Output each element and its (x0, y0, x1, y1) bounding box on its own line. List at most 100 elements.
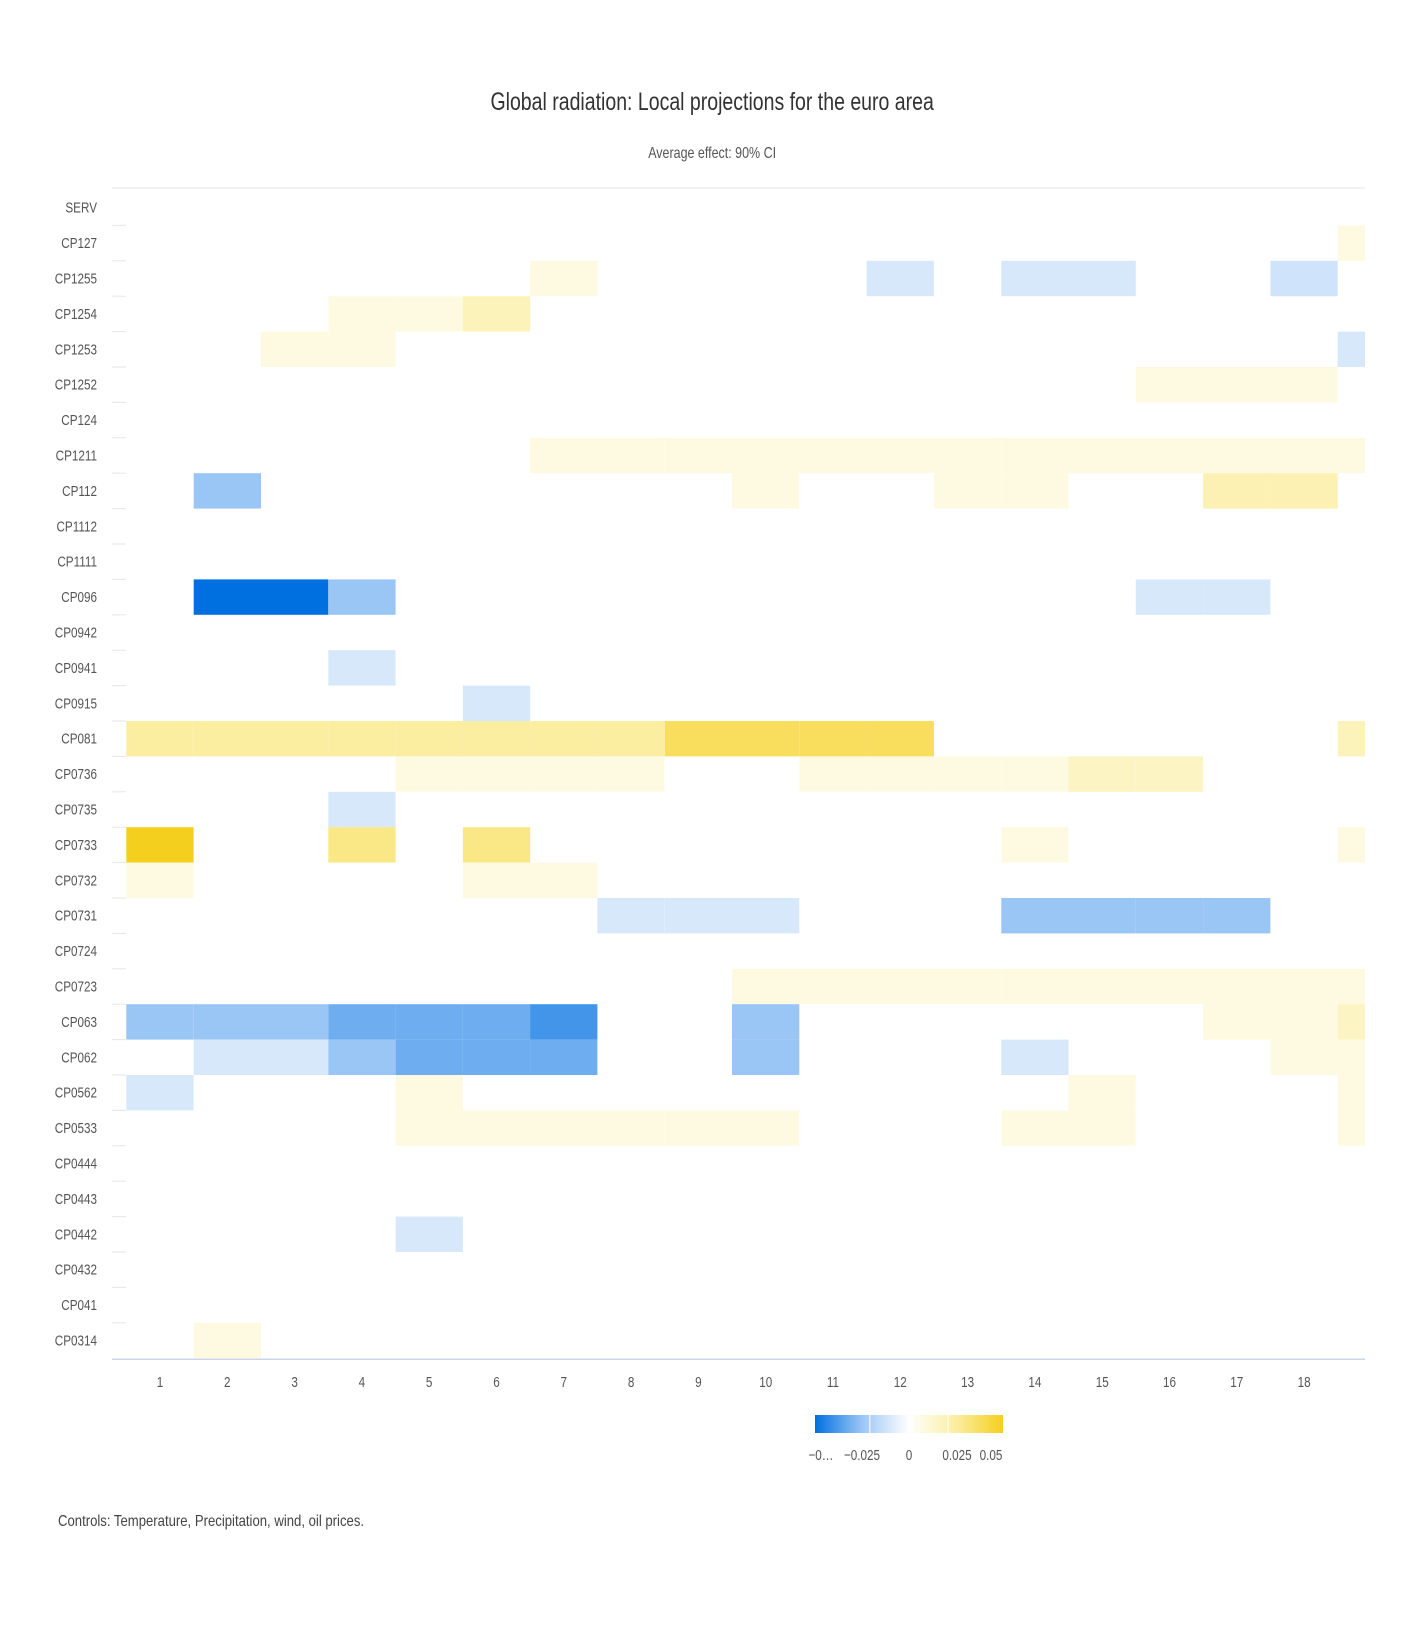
heatmap-cell (732, 1110, 800, 1146)
heatmap-cell (1337, 1110, 1365, 1146)
y-tick-label: CP0443 (55, 1191, 97, 1208)
y-tick-label: CP0915 (55, 695, 97, 712)
heatmap-cell (1135, 756, 1204, 792)
heatmap-cell (1135, 968, 1204, 1005)
heatmap-cell (866, 721, 934, 757)
heatmap-cell (933, 756, 1002, 792)
heatmap-cell (933, 437, 1002, 474)
y-tick-label: CP127 (61, 235, 97, 252)
y-tick-label: CP124 (61, 412, 97, 429)
heatmap-cell (1337, 437, 1365, 474)
heatmap-cell (664, 437, 733, 474)
y-tick-label: CP041 (61, 1297, 97, 1314)
heatmap-cell (1203, 1004, 1271, 1040)
heatmap-cell (261, 331, 329, 367)
chart-subtitle: Average effect: 90% CI (648, 145, 777, 162)
heatmap-cell (1337, 1075, 1365, 1111)
x-tick-label: 13 (961, 1374, 974, 1391)
heatmap-cell (799, 968, 867, 1005)
heatmap-cell (126, 1075, 194, 1111)
heatmap-cell (193, 1004, 261, 1040)
heatmap-cell (732, 437, 800, 474)
heatmap-cell (1270, 1039, 1338, 1075)
y-tick-label: CP1252 (55, 376, 97, 393)
heatmap-cell (1270, 260, 1338, 297)
x-tick-label: 16 (1163, 1374, 1176, 1391)
heatmap-cell (1001, 473, 1069, 509)
heatmap-cell (395, 1039, 463, 1075)
y-tick-label: CP1211 (56, 447, 97, 464)
y-tick-label: CP0444 (55, 1155, 98, 1172)
x-tick-label: 1 (157, 1374, 164, 1391)
y-tick-label: CP0736 (55, 766, 97, 783)
y-tick-label: CP081 (61, 730, 97, 747)
heatmap-cell (1270, 437, 1338, 474)
heatmap-cell (1337, 331, 1365, 367)
x-tick-label: 2 (224, 1374, 231, 1391)
y-tick-label: CP096 (61, 589, 97, 606)
heatmap-cell (462, 756, 531, 792)
heatmap-cell (193, 1322, 261, 1359)
heatmap-cell (193, 721, 261, 757)
x-axis: 1 2 3 4 5 6 7 8 9 10 11 12 13 14 15 16 17 18 (112, 1358, 1365, 1391)
heatmap-cell (328, 1039, 396, 1075)
heatmap-cell (933, 968, 1002, 1005)
heatmap-cell (1135, 367, 1204, 403)
heatmap-cell (597, 1110, 665, 1146)
legend-tick-label: 0.025 (942, 1447, 971, 1464)
legend-tick-label: 0 (906, 1447, 913, 1464)
x-tick-label: 11 (827, 1374, 839, 1391)
heatmap-cell (1001, 827, 1069, 863)
heatmap-cell (462, 1110, 531, 1146)
heatmap-cell (933, 473, 1002, 509)
heatmap-cell (1068, 898, 1136, 934)
heatmap-cell (799, 437, 867, 474)
heatmap-cell (1001, 968, 1069, 1005)
legend-tick-label: −0… (808, 1447, 833, 1464)
heatmap-cell (1068, 437, 1136, 474)
heatmap-cell (1337, 968, 1365, 1005)
heatmap-cell (530, 1004, 598, 1040)
heatmap-cell (1001, 898, 1069, 934)
y-tick-label: CP112 (62, 483, 97, 500)
heatmap-cell (462, 721, 531, 757)
y-tick-label: SERV (65, 199, 97, 216)
y-axis: SERV CP127 CP1255 CP1254 CP1253 CP1252 CP124 CP… (55, 199, 126, 1349)
legend-tick-label: −0.025 (844, 1447, 880, 1464)
heatmap-cell (1001, 1110, 1069, 1146)
x-tick-label: 7 (561, 1374, 568, 1391)
y-tick-label: CP062 (61, 1049, 97, 1066)
y-tick-label: CP1253 (55, 341, 97, 358)
heatmap-cell (732, 721, 800, 757)
heatmap-cell (462, 862, 531, 898)
heatmap-cell (597, 756, 665, 792)
heatmap-cell (866, 756, 934, 792)
heatmap-cell (462, 1039, 531, 1075)
x-tick-label: 8 (628, 1374, 635, 1391)
heatmap-cells (126, 225, 1365, 1359)
heatmap-cell (1337, 225, 1365, 261)
legend-tick-label: 0.05 (980, 1447, 1003, 1464)
x-tick-label: 9 (695, 1374, 702, 1391)
heatmap-cell (799, 721, 867, 757)
y-tick-label: CP0442 (55, 1226, 97, 1243)
y-tick-label: CP0732 (55, 872, 97, 889)
heatmap-cell (530, 756, 598, 792)
heatmap-cell (597, 898, 665, 934)
x-tick-label: 18 (1298, 1374, 1311, 1391)
heatmap-cell (1001, 260, 1069, 297)
heatmap-cell (1001, 437, 1069, 474)
heatmap-cell (462, 685, 531, 721)
heatmap-cell (732, 1004, 800, 1040)
heatmap-cell (126, 827, 194, 863)
heatmap-cell (328, 579, 396, 615)
heatmap-cell (1203, 437, 1271, 474)
heatmap-cell (530, 862, 598, 898)
heatmap-cell (462, 827, 531, 863)
heatmap-cell (1270, 367, 1338, 403)
x-tick-label: 15 (1096, 1374, 1109, 1391)
y-tick-label: CP1112 (56, 518, 97, 535)
heatmap-cell (328, 791, 396, 828)
heatmap-cell (261, 1039, 329, 1075)
heatmap-cell (1203, 579, 1271, 615)
